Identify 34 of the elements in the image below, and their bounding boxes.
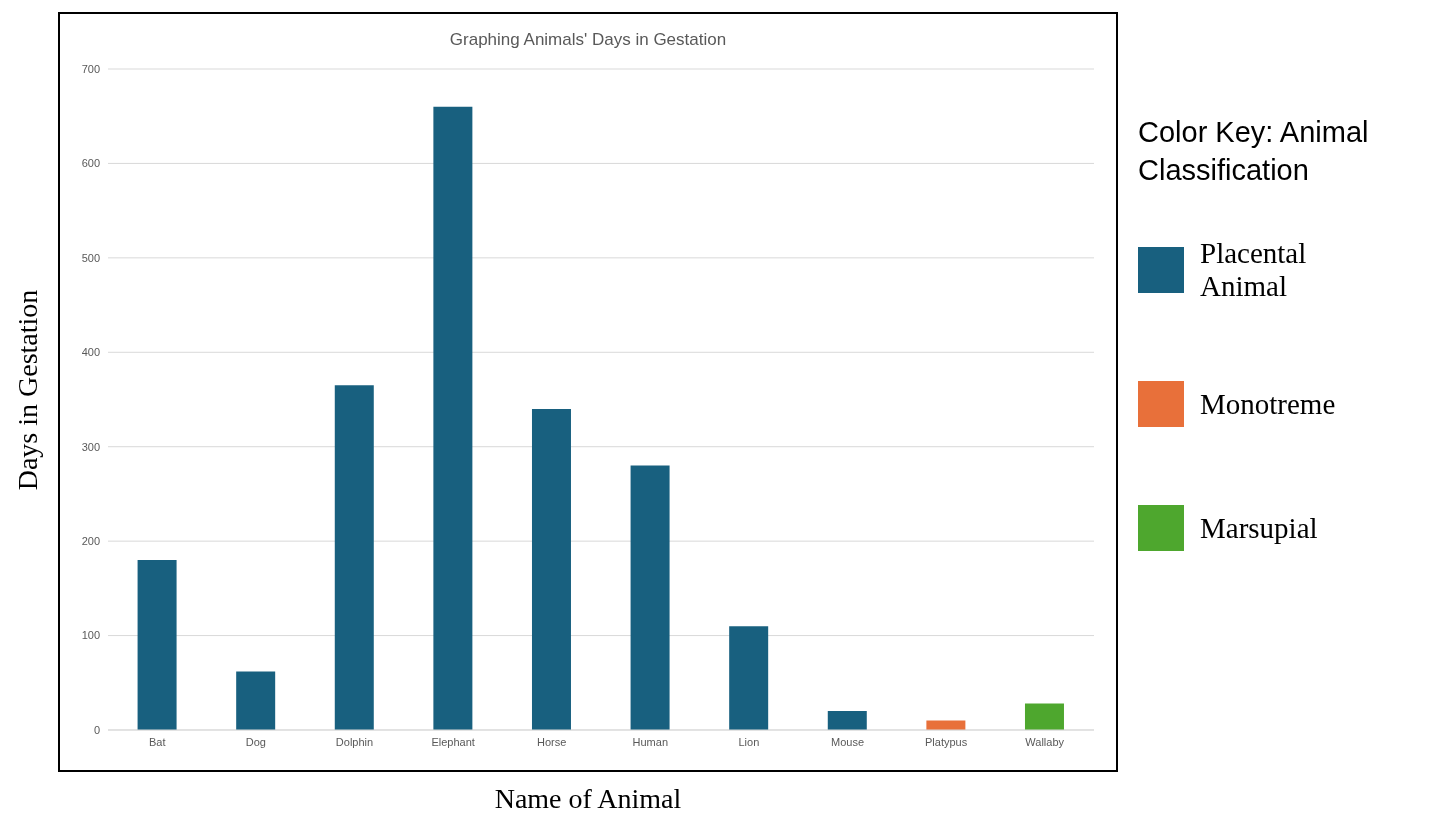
x-tick-label: Elephant — [431, 735, 475, 748]
bar — [433, 106, 473, 730]
x-tick-label: Platypus — [925, 735, 968, 748]
y-tick-label: 700 — [81, 62, 100, 75]
y-tick-label: 100 — [81, 629, 100, 642]
x-tick-label: Dog — [245, 735, 266, 748]
x-tick-label: Mouse — [830, 735, 865, 748]
bar — [236, 671, 276, 730]
legend-title: Color Key: Animal Classification — [1138, 115, 1370, 188]
bar — [630, 465, 670, 730]
bar — [1024, 703, 1064, 730]
legend-label: Placental Animal — [1200, 237, 1308, 303]
legend-label: Monotreme — [1200, 387, 1337, 421]
bar — [137, 560, 177, 730]
y-tick-label: 400 — [81, 346, 100, 359]
x-tick-label: Wallaby — [1025, 735, 1065, 748]
bar — [334, 385, 374, 730]
legend-label: Marsupial — [1200, 511, 1319, 545]
y-tick-label: 200 — [81, 535, 100, 548]
y-tick-label: 300 — [81, 440, 100, 453]
x-axis-title: Name of Animal — [493, 783, 683, 815]
y-tick-label: 500 — [81, 251, 100, 264]
y-tick-label: 0 — [93, 723, 100, 736]
x-tick-label: Bat — [149, 735, 166, 748]
x-tick-label: Horse — [537, 735, 567, 748]
x-tick-label: Human — [632, 735, 669, 748]
bar — [827, 711, 867, 730]
chart-title: Graphing Animals' Days in Gestation — [448, 30, 728, 50]
x-tick-label: Dolphin — [335, 735, 374, 748]
bar — [531, 408, 571, 730]
x-tick-label: Lion — [738, 735, 760, 748]
bar — [729, 626, 769, 730]
y-tick-label: 600 — [81, 157, 100, 170]
y-axis-title: Days in Gestation — [12, 289, 44, 491]
